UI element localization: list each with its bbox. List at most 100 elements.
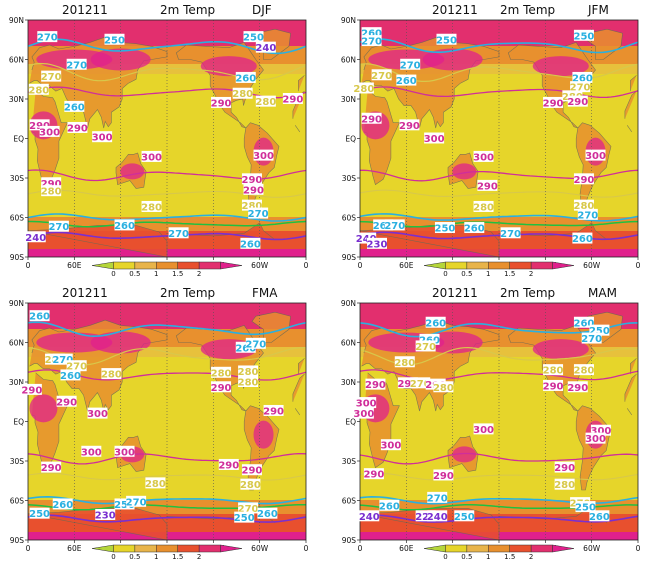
contour-label: 290 [56,397,77,408]
contour-label: 270 [415,342,436,353]
contour-label: 280 [28,85,49,96]
temperature-map: 90N60N30NEQ30S60S90S060E120E180120W60W02… [341,16,641,278]
contour-label-box [554,478,575,490]
contour-label-box [81,445,102,457]
contour-label: 300 [87,409,108,420]
contour-label-box [543,364,564,376]
colorbar-tick-label: 0.5 [129,553,140,561]
contour-label: 270 [577,210,598,221]
contour-label: 290 [67,123,88,134]
contour-label: 260 [60,371,81,382]
contour-label-box [365,378,386,390]
contour-label: 250 [436,35,457,46]
contour-label-box [581,332,602,344]
contour-label: 270 [371,71,392,82]
contour-label-box [29,310,50,322]
colorbar-swatch [445,261,468,270]
contour-label: 260 [572,234,593,245]
map-panel-mam: 201211 2m Temp MAM 90N 60N 30N EQ 30S 60S 90S 0… [332,283,662,566]
lat-tick-label: 90N [341,299,356,308]
contour-label: 250 [575,503,596,514]
contour-labels: 2602602702802702702802802802902602802902… [21,310,284,524]
contour-label: 300 [585,151,606,162]
contour-label-box [145,477,166,489]
contour-label: 270 [500,229,521,240]
colorbar-tick-label: 1.5 [504,270,515,278]
colorbar: 0 0.5 1 1.5 2 [91,544,243,561]
contour-label-box [253,149,274,161]
contour-label-box [114,498,135,510]
contour-label-box [41,177,62,189]
contour-label: 270 [400,60,421,71]
colorbar-tick-label: 0 [443,553,447,561]
contour-label: 270 [48,222,69,233]
contour-label-box [577,208,598,220]
contour-label: 240 [356,234,377,245]
contour-label: 260 [235,73,256,84]
contour-label: 250 [114,500,135,511]
contour-label-box [415,510,436,522]
contour-label-box [234,511,255,523]
contour-label: 270 [245,339,266,350]
contour-label: 220 [415,512,436,523]
contour-label: 290 [397,379,418,390]
contour-label-box [248,207,269,219]
contour-label: 260 [257,509,278,520]
contour-label: 280 [473,202,494,213]
contour-label: 270 [570,83,591,94]
contour-label-box [238,365,259,377]
contour-label-box [114,445,135,457]
contour-label-box [473,200,494,212]
lat-tick-label: 90S [10,253,25,262]
contour-label: 300 [590,426,611,437]
contour-label: 230 [95,510,116,521]
contour-label-box [87,407,108,419]
contour-label: 280 [232,89,253,100]
colorbar-swatch [530,544,553,553]
colorbar: 0 0.5 1 1.5 2 [423,544,575,561]
contour-label: 280 [543,366,564,377]
colorbar-tick-label: 1.5 [172,553,183,561]
contour-label-box [380,439,401,451]
hot-spot [532,56,589,77]
lon-tick-label: 0 [636,544,641,553]
contour-label-box [396,74,417,86]
contour-label-box [415,340,436,352]
contour-label-box [585,149,606,161]
colorbar-tick-label: 1 [486,553,490,561]
colorbar-tick-label: 2 [197,270,201,278]
lon-tick-label: 0 [26,544,31,553]
contour-label-box [66,58,87,70]
contour-label-box [397,377,418,389]
colorbar-tick-label: 0.5 [129,270,140,278]
lat-tick-label: 30N [341,95,356,104]
contour-label-box [424,132,445,144]
contour-label: 250 [454,512,475,523]
continent-shape [251,311,291,343]
lat-tick-label: 30S [342,174,357,183]
contour-label: 250 [29,509,50,520]
lat-tick-label: 30N [9,378,24,387]
contour-label: 250 [243,33,264,44]
contour-label-box [218,458,239,470]
contour-label: 290 [263,406,284,417]
contour-label: 300 [473,425,494,436]
contour-label: 270 [410,379,431,390]
contour-label-box [554,461,575,473]
contour-label-box [67,121,88,133]
contour-label: 300 [114,447,135,458]
colorbar-swatch [509,544,532,553]
contour-label: 270 [581,334,602,345]
contour-labels: 2602602502702602702802802902802902902902… [353,316,611,523]
contour-label-box [573,29,594,41]
contour-label-box [28,83,49,95]
contour-label: 300 [424,134,445,145]
colorbar-swatch [156,544,178,553]
contour-label: 260 [379,501,400,512]
lon-tick-label: 60E [67,261,82,270]
contour-label-box [21,383,42,395]
lon-tick-label: 60W [251,261,269,270]
contour-label: 290 [41,179,62,190]
contour-label-box [425,316,446,328]
